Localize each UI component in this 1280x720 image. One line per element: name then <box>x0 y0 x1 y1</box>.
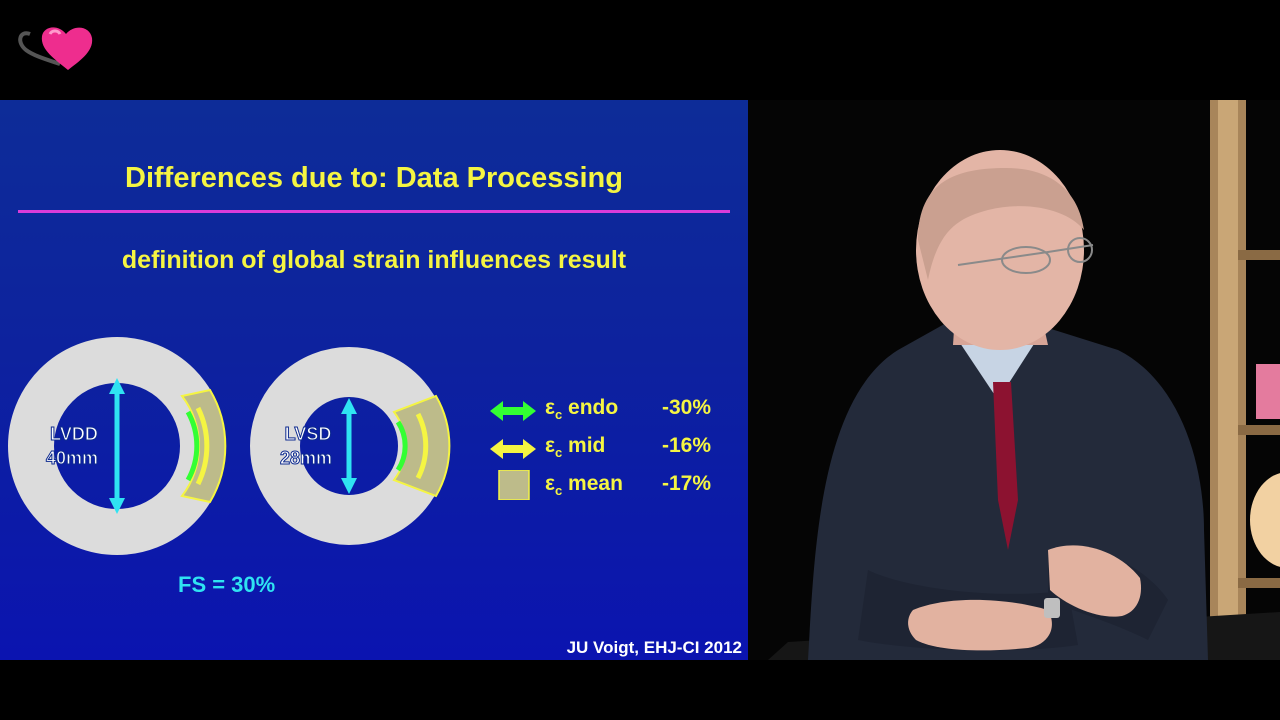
slide-subtitle: definition of global strain influences r… <box>121 246 627 274</box>
systole-ring <box>250 347 451 545</box>
lvdd-label: LVDD <box>50 424 98 444</box>
legend-label-mean: εc mean <box>545 472 623 499</box>
slide-title: Differences due to: Data Processing <box>125 162 623 194</box>
legend-value-mid: -16% <box>662 434 712 457</box>
citation: JU Voigt, EHJ-CI 2012 <box>566 638 742 657</box>
yellow-double-arrow-icon <box>490 439 536 459</box>
legend-row-endo: εc endo -30% <box>490 396 730 426</box>
title-divider <box>18 210 730 213</box>
mean-square-icon <box>498 470 530 500</box>
diastole-ring <box>8 337 227 555</box>
legend-label-mid: εc mid <box>545 434 606 461</box>
legend-label-endo: εc endo <box>545 396 619 423</box>
legend-row-mean: εc mean -17% <box>490 470 730 502</box>
heart-logo-icon <box>18 27 93 70</box>
legend-value-mean: -17% <box>662 472 712 495</box>
lvsd-value: 28mm <box>280 448 332 468</box>
legend-row-mid: εc mid -16% <box>490 434 730 464</box>
lvsd-label: LVSD <box>285 424 332 444</box>
legend-value-endo: -30% <box>662 396 712 419</box>
presentation-slide: Differences due to: Data Processing defi… <box>0 100 748 660</box>
green-double-arrow-icon <box>490 401 536 421</box>
lvdd-value: 40mm <box>46 448 98 468</box>
fractional-shortening-label: FS = 30% <box>178 572 276 597</box>
presenter-image <box>768 100 1280 660</box>
presenter-video <box>748 100 1280 660</box>
ring-diagrams: LVDD 40mm LVSD 28mm <box>8 337 451 555</box>
